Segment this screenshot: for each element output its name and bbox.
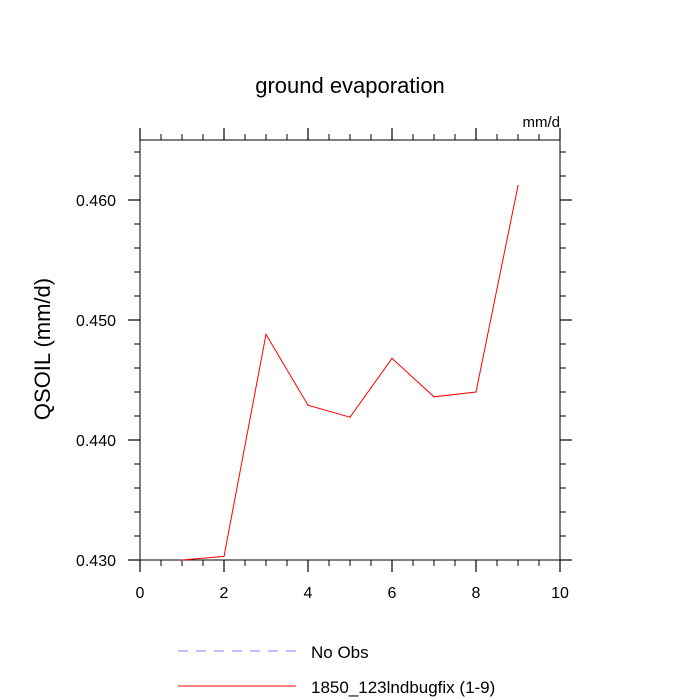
data-point (475, 391, 477, 393)
y-tick-label: 0.440 (76, 433, 116, 450)
data-point (433, 396, 435, 398)
data-point (181, 559, 183, 561)
data-point (265, 333, 267, 335)
x-tick-label: 4 (304, 585, 313, 602)
legend: No Obs 1850_123lndbugfix (1-9) (178, 643, 495, 697)
legend-label: No Obs (311, 643, 369, 662)
x-tick-label: 10 (551, 585, 569, 602)
data-point (349, 416, 351, 418)
plot-frame (139, 139, 561, 561)
series-line (181, 185, 519, 561)
x-tick-label: 0 (136, 585, 145, 602)
x-tick-label: 8 (472, 585, 481, 602)
legend-label: 1850_123lndbugfix (1-9) (311, 678, 495, 697)
x-tick-label: 6 (388, 585, 397, 602)
y-axis-label: QSOIL (mm/d) (30, 278, 55, 420)
data-point (517, 185, 519, 187)
y-tick-label: 0.430 (76, 553, 116, 570)
x-tick-label: 2 (220, 585, 229, 602)
units-label: mm/d (523, 114, 561, 131)
series-layer (181, 185, 519, 561)
y-tick-label: 0.450 (76, 313, 116, 330)
data-point (223, 555, 225, 558)
axis-ticks: 0 2 4 6 8 10 0.430 0.440 0.450 0.460 (76, 128, 572, 602)
data-point (307, 404, 309, 406)
chart-title: ground evaporation (255, 73, 445, 98)
data-point (391, 357, 393, 359)
y-tick-label: 0.460 (76, 193, 116, 210)
